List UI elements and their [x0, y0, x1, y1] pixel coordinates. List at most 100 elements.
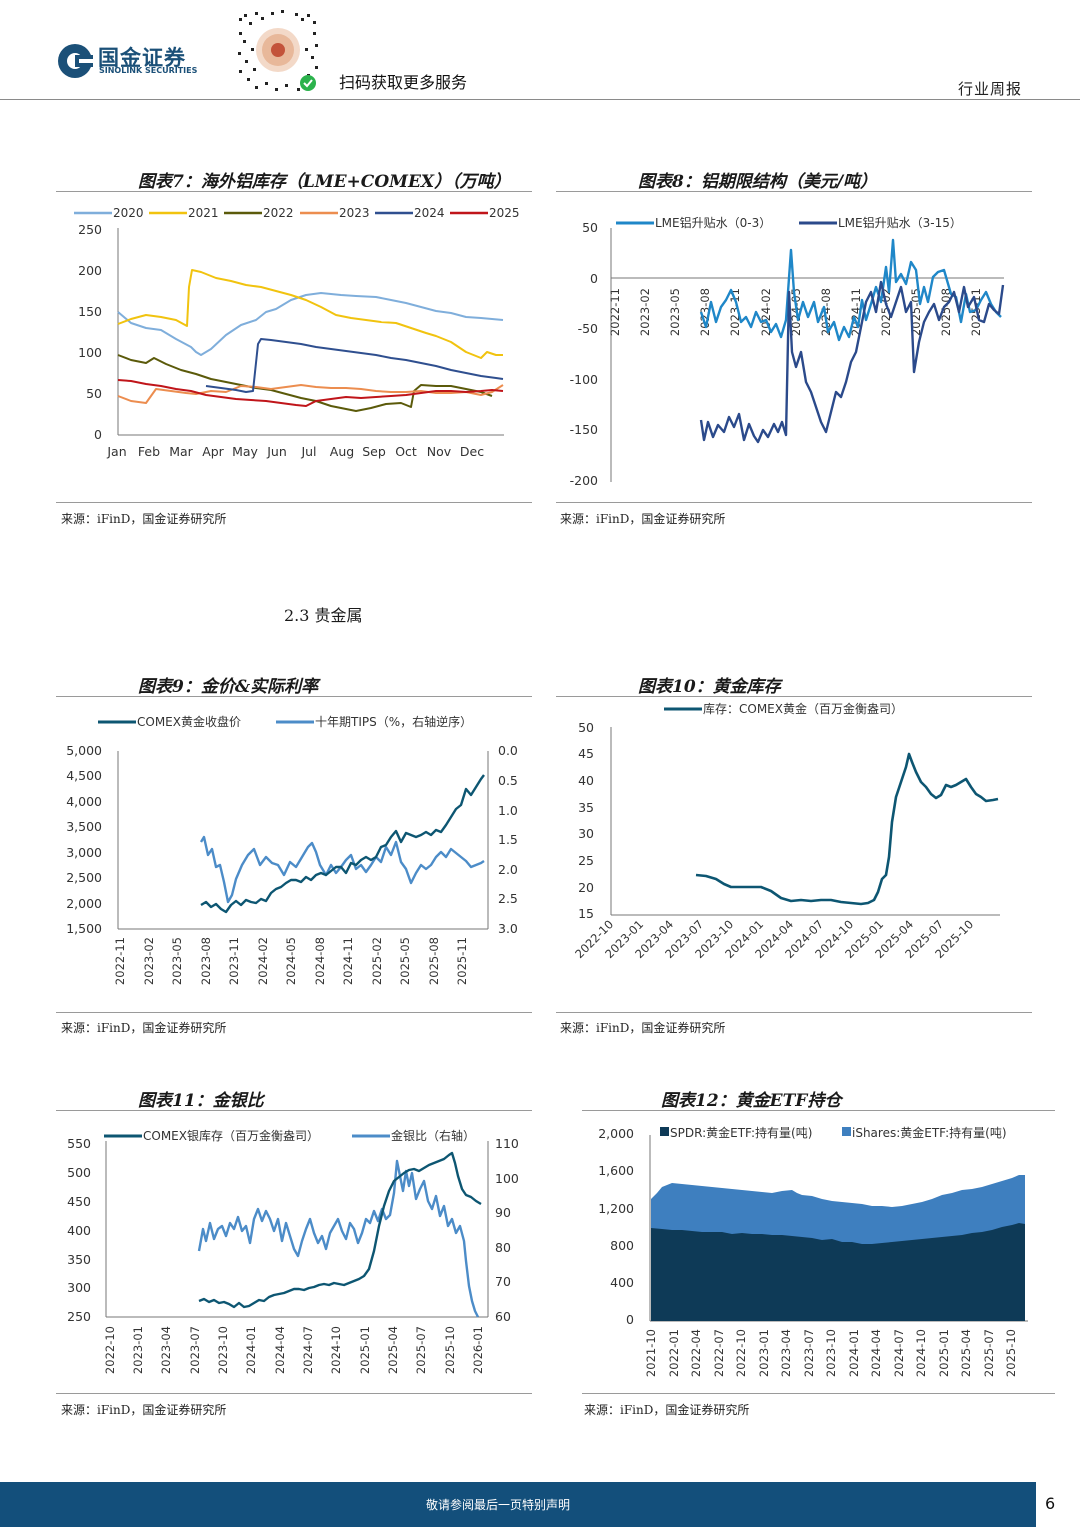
c7-xtick: Apr: [202, 444, 224, 459]
c11-xtick: 2023-01: [131, 1326, 145, 1374]
c9-ytick-right: 2.0: [498, 862, 518, 877]
c10-ytick: 20: [578, 880, 594, 895]
chart-9-title-rule: [56, 696, 532, 697]
c9-ytick-right: 3.0: [498, 921, 518, 936]
c12-xtick: 2023-01: [757, 1329, 771, 1377]
chart-11-source: 来源：iFinD，国金证券研究所: [61, 1403, 227, 1417]
chart-12-bottom-rule: [582, 1393, 1055, 1394]
c8-ytick: -50: [578, 321, 598, 336]
legend-2020: 2020: [113, 206, 144, 220]
c7-xtick: May: [232, 444, 258, 459]
c9-xtick: 2023-08: [199, 937, 213, 985]
c7-xtick: Sep: [362, 444, 386, 459]
c11-xtick: 2026-01: [471, 1326, 485, 1374]
c12-xtick: 2024-07: [892, 1329, 906, 1377]
c9-xtick: 2024-11: [341, 937, 355, 985]
c9-ytick-right: 2.5: [498, 891, 518, 906]
legend-2023: 2023: [339, 206, 370, 220]
c9-series-gold: [200, 774, 485, 914]
c9-xtick: 2025-05: [398, 937, 412, 985]
c8-ytick: -150: [570, 422, 598, 437]
c7-ytick: 100: [78, 345, 102, 360]
chart-8-legend: LME铝升贴水（0-3） LME铝升贴水（3-15）: [616, 215, 962, 230]
c12-ytick: 800: [610, 1238, 634, 1253]
chart-11-bottom-rule: [56, 1393, 532, 1394]
company-name-cn: 国金证券: [98, 46, 186, 70]
chart-9-source: 来源：iFinD，国金证券研究所: [61, 1021, 227, 1035]
chart-11: COMEX银库存（百万金衡盎司） 金银比（右轴） 550 500 450 400…: [67, 1128, 519, 1374]
c11-ytick-right: 110: [495, 1136, 519, 1151]
company-name-en: SINOLINK SECURITIES: [99, 66, 198, 75]
c11-xtick: 2025-10: [443, 1326, 457, 1374]
chart-12-title: 图表12：黄金ETF持仓: [661, 1091, 842, 1111]
c10-ytick: 40: [578, 773, 594, 788]
c12-xtick: 2022-01: [667, 1329, 681, 1377]
c10-ytick: 25: [578, 853, 594, 868]
c8-ytick: -100: [570, 372, 598, 387]
c9-xtick: 2023-02: [142, 937, 156, 985]
c9-xtick: 2025-08: [427, 937, 441, 985]
qr-code-icon[interactable]: [235, 8, 321, 94]
c8-xtick: 2023-11: [728, 288, 742, 336]
c12-xtick: 2025-01: [937, 1329, 951, 1377]
c9-ytick-left: 4,000: [66, 794, 102, 809]
legend-tips: 十年期TIPS（%，右轴逆序）: [315, 714, 472, 729]
c7-xtick: Mar: [169, 444, 193, 459]
legend-spdr: SPDR:黄金ETF:持有量(吨): [670, 1125, 812, 1140]
qr-caption: 扫码获取更多服务: [339, 73, 468, 92]
legend-ishares: iShares:黄金ETF:持有量(吨): [852, 1125, 1007, 1140]
c9-xtick: 2024-02: [256, 937, 270, 985]
chart-8: LME铝升贴水（0-3） LME铝升贴水（3-15） 50 0 -50 -100…: [570, 215, 1005, 488]
c9-ytick-right: 0.0: [498, 743, 518, 758]
c10-ytick: 15: [578, 906, 594, 921]
c9-xtick: 2025-11: [455, 937, 469, 985]
c9-ytick-left: 2,500: [66, 870, 102, 885]
c9-ytick-left: 5,000: [66, 743, 102, 758]
c7-series-2023: [117, 384, 504, 404]
chart-10: 库存：COMEX黄金（百万金衡盎司） 50 45 40 35 30 25 20 …: [572, 701, 1000, 961]
c11-series-silver: [198, 1151, 482, 1309]
c7-xtick: Jun: [266, 444, 287, 459]
c12-xtick: 2022-04: [689, 1329, 703, 1377]
chart-8-title-rule: [556, 191, 1032, 192]
chart-10-legend: 库存：COMEX黄金（百万金衡盎司）: [664, 701, 903, 716]
c7-series-2020: [117, 292, 504, 356]
c11-ytick-left: 300: [67, 1280, 91, 1295]
c8-series-3-15: [699, 280, 1005, 444]
c7-series-2025: [117, 379, 504, 407]
c11-ytick-right: 60: [495, 1309, 511, 1324]
chart-11-title-rule: [56, 1110, 532, 1111]
c11-ytick-left: 250: [67, 1309, 91, 1324]
c11-ytick-left: 450: [67, 1194, 91, 1209]
c11-xtick: 2025-07: [414, 1326, 428, 1374]
legend-comex-gold: COMEX黄金收盘价: [137, 714, 241, 729]
chart-9: COMEX黄金收盘价 十年期TIPS（%，右轴逆序） 5,000 4,500 4…: [66, 714, 518, 985]
legend-comex-gold-inventory: 库存：COMEX黄金（百万金衡盎司）: [703, 701, 903, 716]
chart-9-legend: COMEX黄金收盘价 十年期TIPS（%，右轴逆序）: [98, 714, 472, 729]
c7-ytick: 200: [78, 263, 102, 278]
chart-12-source: 来源：iFinD，国金证券研究所: [584, 1403, 750, 1417]
chart-10-title-rule: [556, 696, 1032, 697]
c11-xtick: 2022-10: [103, 1326, 117, 1374]
c9-ytick-right: 1.0: [498, 803, 518, 818]
c7-series-2024: [205, 338, 504, 393]
c10-ytick: 45: [578, 746, 594, 761]
legend-comex-silver: COMEX银库存（百万金衡盎司）: [143, 1128, 319, 1143]
chart-11-title: 图表11：金银比: [138, 1091, 264, 1111]
c9-xtick: 2024-08: [313, 937, 327, 985]
c7-ytick: 150: [78, 304, 102, 319]
c7-xtick: Nov: [427, 444, 452, 459]
c12-xtick: 2024-10: [914, 1329, 928, 1377]
c8-xtick: 2022-11: [608, 288, 622, 336]
chart-7: 2020 2021 2022 2023 2024 2025 250 200 15…: [74, 206, 520, 459]
c12-xtick: 2023-10: [824, 1329, 838, 1377]
c8-ytick: 50: [582, 220, 598, 235]
c12-ytick: 0: [626, 1312, 634, 1327]
c8-xtick: 2023-02: [638, 288, 652, 336]
chart-10-source: 来源：iFinD，国金证券研究所: [560, 1021, 726, 1035]
legend-gold-silver-ratio: 金银比（右轴）: [391, 1128, 475, 1143]
c7-xtick: Dec: [460, 444, 484, 459]
legend-lme-0-3: LME铝升贴水（0-3）: [655, 215, 771, 230]
chart-7-source: 来源：iFinD，国金证券研究所: [61, 512, 227, 526]
chart-7-title: 图表7：海外铝库存（LME+COMEX）（万吨）: [138, 172, 511, 192]
